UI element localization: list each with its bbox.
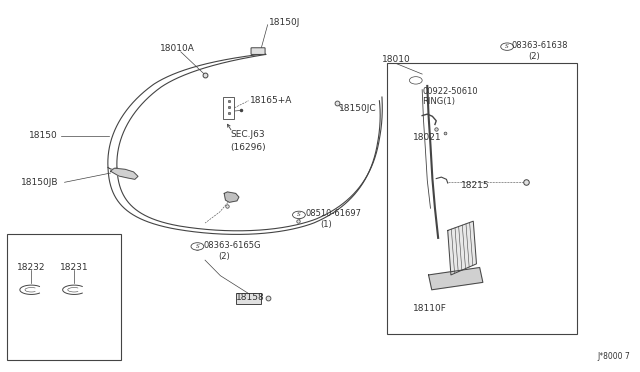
Circle shape [191, 243, 204, 250]
Bar [223, 97, 234, 119]
Text: (16296): (16296) [230, 142, 266, 151]
Text: 08510-61697: 08510-61697 [306, 209, 362, 218]
Text: (1): (1) [320, 221, 332, 230]
Text: RING(1): RING(1) [422, 97, 455, 106]
Text: 18010: 18010 [382, 55, 411, 64]
Text: 18215: 18215 [461, 182, 489, 190]
Text: 18021: 18021 [413, 133, 441, 142]
Text: J*8000 7: J*8000 7 [597, 352, 630, 361]
Text: S: S [505, 44, 509, 49]
Text: 18150JB: 18150JB [20, 178, 58, 187]
Text: 08363-6165G: 08363-6165G [204, 241, 261, 250]
Circle shape [500, 43, 513, 50]
Bar [7, 234, 121, 360]
Polygon shape [111, 168, 138, 179]
Text: S: S [195, 244, 199, 249]
Circle shape [410, 77, 422, 84]
Text: 18231: 18231 [60, 263, 88, 272]
Text: 08363-61638: 08363-61638 [511, 41, 568, 50]
Text: SEC.J63: SEC.J63 [230, 129, 265, 139]
Text: 18150: 18150 [29, 131, 58, 141]
Text: 18150J: 18150J [269, 19, 300, 28]
Bar [236, 294, 261, 304]
FancyBboxPatch shape [251, 48, 265, 54]
Text: (2): (2) [218, 252, 230, 261]
Text: 18150JC: 18150JC [339, 104, 377, 113]
Text: 18110F: 18110F [413, 304, 447, 313]
Polygon shape [429, 267, 483, 290]
Text: S: S [297, 212, 301, 217]
Polygon shape [448, 221, 476, 275]
Text: 00922-50610: 00922-50610 [422, 87, 478, 96]
Circle shape [292, 211, 305, 219]
Text: (2): (2) [528, 52, 540, 61]
Bar [387, 63, 577, 334]
Text: 18165+A: 18165+A [250, 96, 292, 105]
Text: 18232: 18232 [17, 263, 45, 272]
Polygon shape [224, 192, 239, 202]
Text: 18010A: 18010A [161, 44, 195, 53]
Text: 18158: 18158 [236, 293, 264, 302]
